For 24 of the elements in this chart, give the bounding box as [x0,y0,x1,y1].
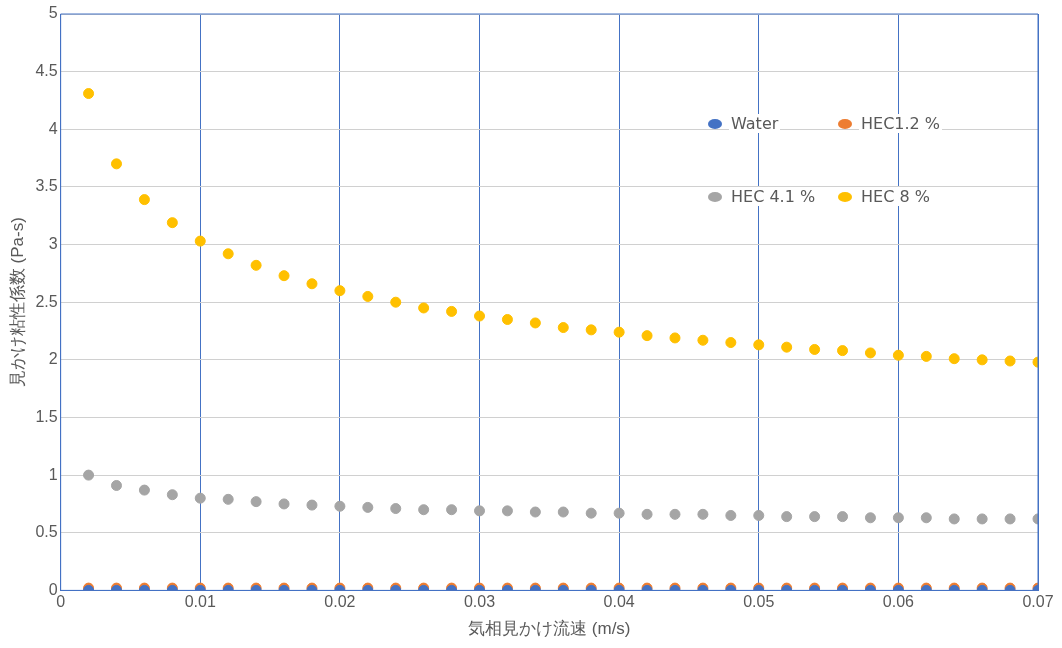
x-tick-label: 0.01 [184,593,216,611]
legend-label: HEC 8 % [859,187,932,206]
y-tick-label: 4 [48,119,58,137]
y-tick-label: 3.5 [35,177,58,195]
x-tick-label: 0.04 [603,593,635,611]
y-tick-label: 5 [48,4,58,22]
legend-label: HEC 4.1 % [729,187,818,206]
x-tick-label: 0.03 [463,593,496,611]
y-tick-label: 0 [48,580,58,598]
y-tick-label: 2 [48,350,58,368]
y-axis-title: 見かけ粘性係数 (Pa-s) [7,217,27,388]
legend-label: Water [729,114,781,133]
y-tick-label: 4.5 [35,62,58,80]
y-tick-label: 2.5 [35,292,58,310]
y-tick-label: 0.5 [35,523,58,541]
x-tick-label: 0.06 [882,593,915,611]
y-tick-label: 1 [48,465,58,483]
y-tick-label: 3 [48,234,58,252]
x-tick-label: 0.07 [1022,593,1054,611]
x-axis-title: 気相見かけ流速 (m/s) [468,619,631,639]
y-tick-label: 1.5 [35,407,58,425]
legend-label: HEC1.2 % [859,114,943,133]
x-tick-label: 0.05 [743,593,775,611]
x-tick-label: 0.02 [324,593,356,611]
